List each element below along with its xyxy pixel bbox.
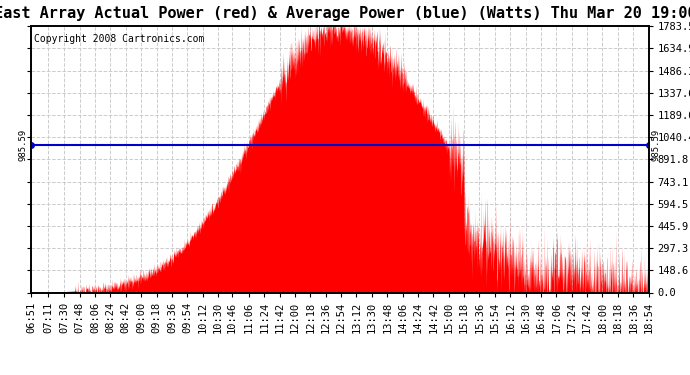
Text: East Array Actual Power (red) & Average Power (blue) (Watts) Thu Mar 20 19:00: East Array Actual Power (red) & Average … <box>0 6 690 21</box>
Text: 985.59: 985.59 <box>651 129 661 162</box>
Text: 985.59: 985.59 <box>19 129 28 162</box>
Text: Copyright 2008 Cartronics.com: Copyright 2008 Cartronics.com <box>34 34 204 44</box>
